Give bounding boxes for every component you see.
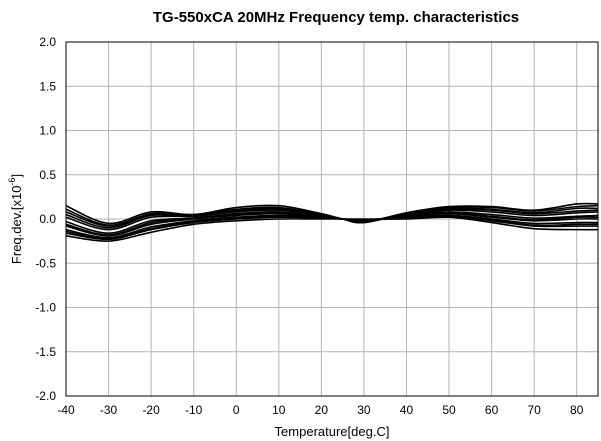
- x-tick-label: -10: [185, 403, 203, 417]
- x-tick-label: 0: [233, 403, 240, 417]
- x-tick-label: 50: [442, 403, 456, 417]
- x-tick-label: -20: [142, 403, 160, 417]
- x-tick-label: -40: [57, 403, 75, 417]
- y-tick-label: -0.5: [35, 256, 56, 270]
- x-tick-label: 80: [570, 403, 584, 417]
- x-tick-labels: -40 -30 -20 -10 0 10 20 30 40 50 60 70 80: [57, 403, 583, 417]
- x-tick-label: 30: [357, 403, 371, 417]
- x-tick-label: 60: [485, 403, 499, 417]
- x-tick-label: 10: [272, 403, 286, 417]
- y-tick-label: 0.0: [39, 212, 56, 226]
- y-tick-label: -2.0: [35, 389, 56, 403]
- x-tick-label: 70: [527, 403, 541, 417]
- y-axis-label: Freq.dev.[x10-6]: [7, 174, 24, 264]
- x-tick-label: -30: [100, 403, 118, 417]
- chart-title: TG-550xCA 20MHz Frequency temp. characte…: [153, 9, 519, 26]
- x-axis-label: Temperature[deg.C]: [275, 424, 390, 439]
- y-axis-label-superscript: -6: [7, 178, 17, 186]
- y-axis-label-suffix: ]: [9, 174, 24, 178]
- x-tick-label: 20: [315, 403, 329, 417]
- series-line-12: [65, 204, 599, 226]
- y-tick-label: -1.0: [35, 301, 56, 315]
- y-tick-label: 2.0: [39, 35, 56, 49]
- y-tick-labels: 2.0 1.5 1.0 0.5 0.0 -0.5 -1.0 -1.5 -2.0: [35, 35, 56, 403]
- y-tick-label: 1.0: [39, 124, 56, 138]
- y-tick-label: 1.5: [39, 79, 56, 93]
- plot-frame: [65, 41, 599, 397]
- x-tick-label: 40: [400, 403, 414, 417]
- y-tick-label: 0.5: [39, 168, 56, 182]
- y-axis-label-prefix: Freq.dev.[x10: [9, 186, 24, 265]
- series-lines: [65, 202, 599, 242]
- y-tick-label: -1.5: [35, 345, 56, 359]
